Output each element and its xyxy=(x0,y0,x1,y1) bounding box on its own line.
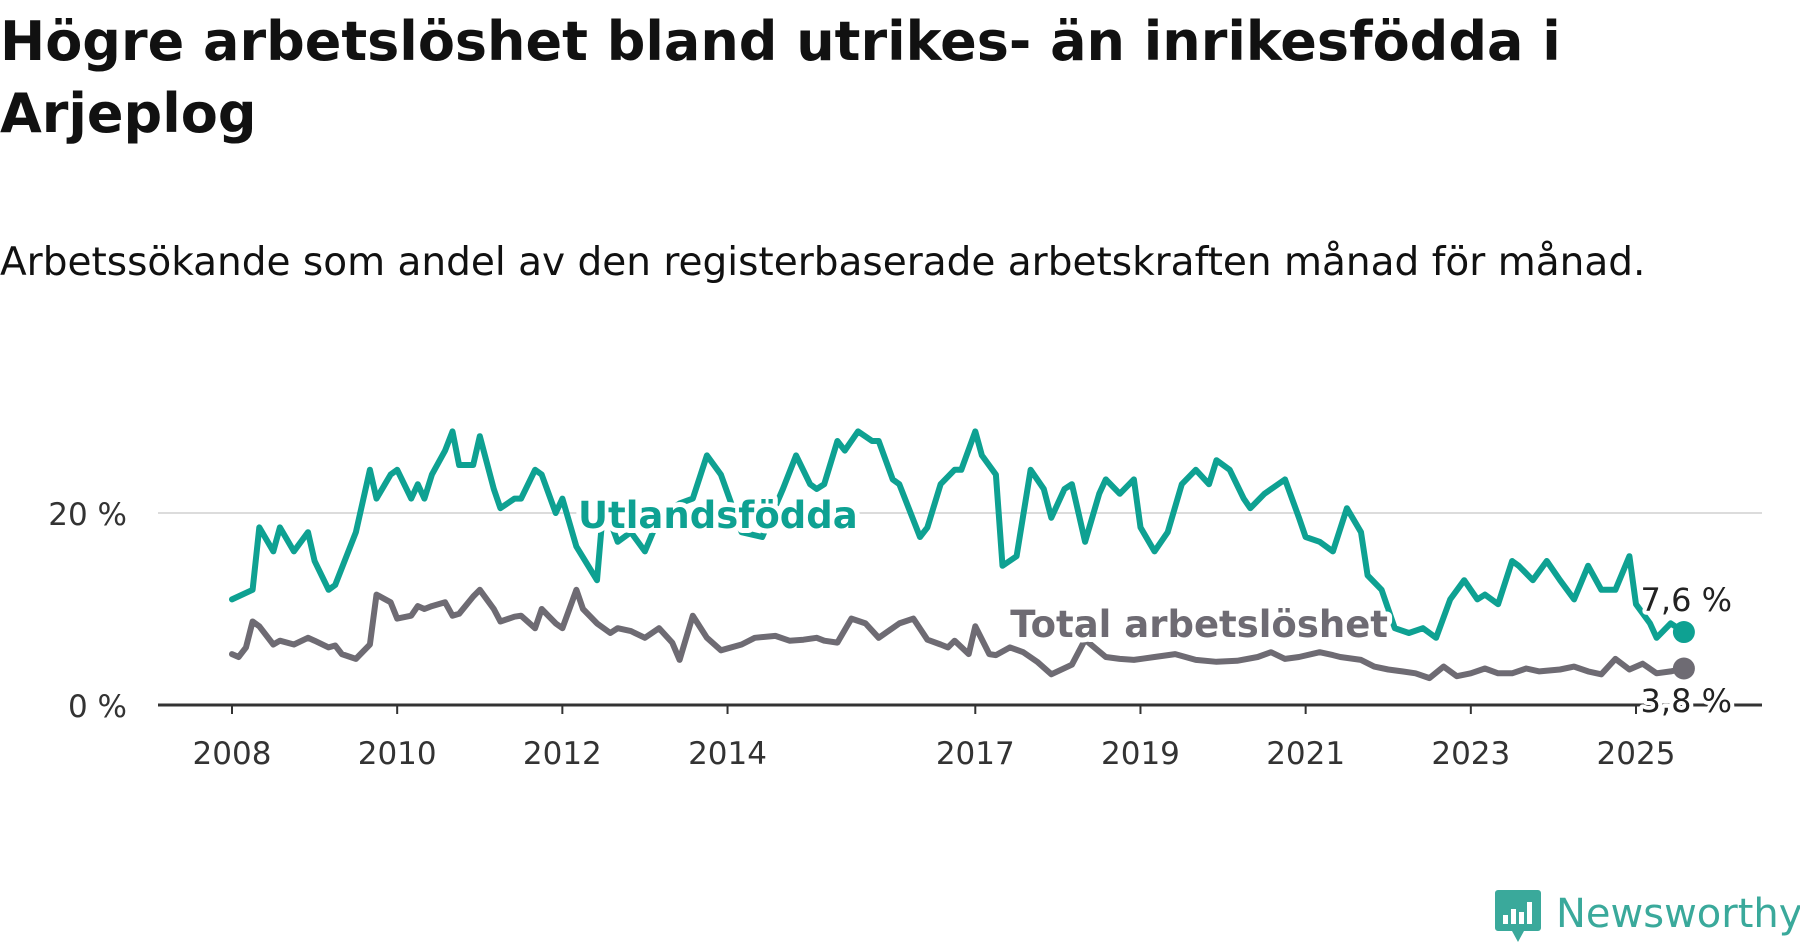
series-line-0 xyxy=(229,428,1687,641)
series-line-1 xyxy=(229,586,1687,682)
y-tick-label-0: 0 % xyxy=(68,689,127,725)
x-tick-label-3: 2014 xyxy=(688,736,767,772)
x-axis: 2008 2010 2012 2014 2017 2019 2021 2023 2025 xyxy=(158,703,1762,772)
series-end-dot-0 xyxy=(1672,621,1695,644)
x-tick-label-4: 2017 xyxy=(936,736,1015,772)
newsworthy-logo-icon xyxy=(1495,890,1541,942)
x-tick-label-1: 2010 xyxy=(358,736,437,772)
brand-name: Newsworthy xyxy=(1556,891,1800,937)
x-tick-label-8: 2025 xyxy=(1597,736,1676,772)
x-tick-label-0: 2008 xyxy=(193,736,272,772)
series-lines xyxy=(229,428,1695,682)
series-end-dot-1 xyxy=(1672,657,1695,680)
x-tick-label-5: 2019 xyxy=(1101,736,1180,772)
x-tick-label-6: 2021 xyxy=(1266,736,1345,772)
y-tick-label-1: 20 % xyxy=(48,497,127,533)
series-name-label-0: Utlandsfödda xyxy=(578,494,858,537)
x-tick-label-2: 2012 xyxy=(523,736,602,772)
series-end-label-0: 7,6 % xyxy=(1641,581,1732,619)
series-labels: Utlandsfödda Total arbetslöshet 7,6 % 3,8 % xyxy=(573,489,1736,724)
page-subtitle: Arbetssökande som andel av den registerb… xyxy=(0,240,1646,285)
series-end-label-1: 3,8 % xyxy=(1641,682,1732,720)
gridlines: 0 % 20 % xyxy=(48,497,1762,725)
page-title: Högre arbetslöshet bland utrikes- än inr… xyxy=(0,10,1561,145)
brand: Newsworthy xyxy=(1494,888,1800,944)
x-tick-label-7: 2023 xyxy=(1431,736,1510,772)
series-name-label-1: Total arbetslöshet xyxy=(1010,603,1388,646)
